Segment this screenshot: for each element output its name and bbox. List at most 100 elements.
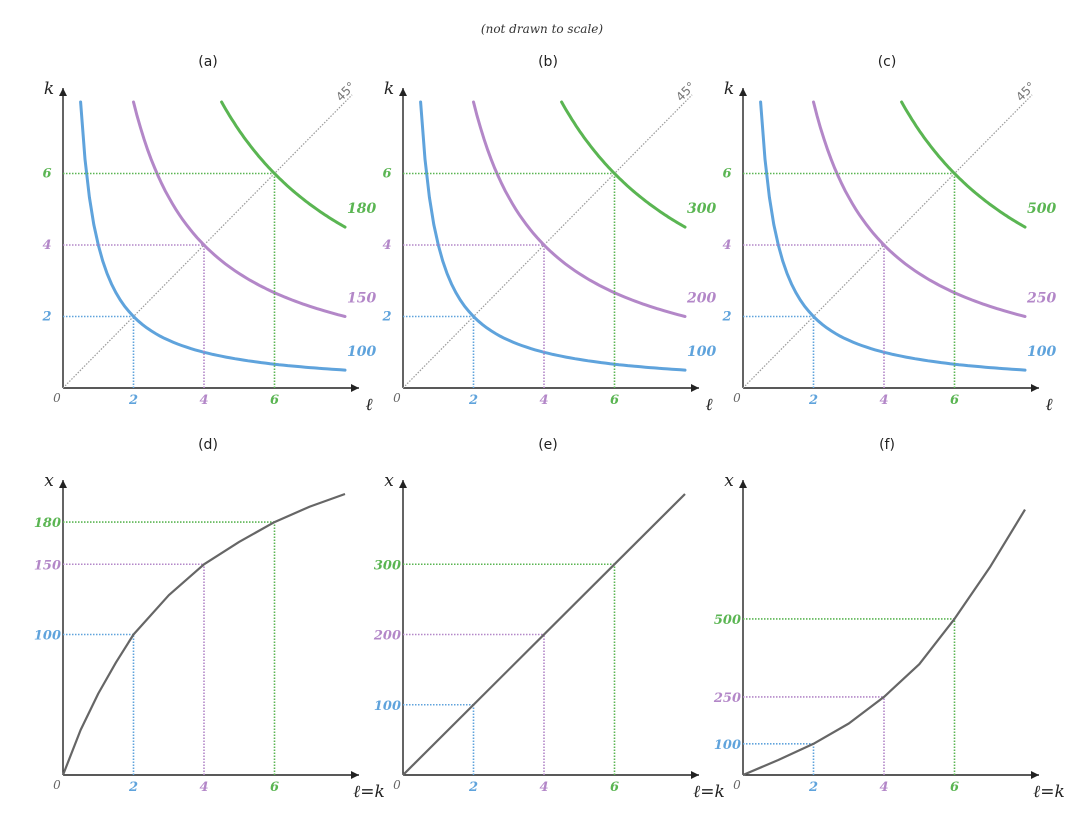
- x-tick-label: 4: [199, 393, 208, 408]
- y-axis-arrow: [399, 480, 407, 488]
- output-curve: [402, 493, 686, 776]
- y-tick-label: 250: [713, 691, 741, 706]
- y-tick-label: 4: [382, 238, 391, 253]
- y-tick-label: 500: [714, 613, 741, 628]
- x-axis-label: ℓ: [705, 395, 712, 415]
- chart-panel-1: (a) k ℓ 0 45° 2 2 100 4 4 150 6 6 180: [41, 54, 376, 415]
- panel-title: (d): [198, 437, 218, 453]
- isoquant-label-0: 100: [687, 344, 716, 360]
- y-axis-label: x: [384, 471, 394, 491]
- y-tick-label: 4: [42, 238, 51, 253]
- diagonal-line: [62, 94, 353, 389]
- panel-title: (e): [538, 437, 558, 453]
- x-tick-label: 4: [199, 780, 208, 795]
- y-tick-label: 4: [722, 238, 731, 253]
- diagonal-label: 45°: [333, 79, 358, 104]
- isoquant-label-0: 100: [347, 344, 376, 360]
- x-tick-label: 6: [610, 780, 619, 795]
- output-curve: [742, 509, 1026, 777]
- output-curve: [61, 492, 346, 776]
- panel-title: (c): [878, 54, 897, 70]
- diagonal-label: 45°: [1013, 79, 1038, 104]
- chart-panel-5: (e) x ℓ=k 0 2 100 4 200 6 300: [373, 437, 725, 802]
- x-axis-arrow: [351, 384, 359, 392]
- origin-label: 0: [733, 778, 741, 792]
- origin-label: 0: [733, 391, 741, 405]
- isoquant-1: [812, 100, 1027, 318]
- isoquant-label-1: 200: [686, 291, 716, 307]
- isoquant-2: [220, 100, 347, 229]
- isoquant-2: [560, 100, 687, 229]
- x-axis-arrow: [1031, 384, 1039, 392]
- x-tick-label: 2: [468, 393, 478, 408]
- x-tick-label: 6: [270, 393, 279, 408]
- y-tick-label: 180: [34, 516, 61, 531]
- y-tick-label: 2: [381, 310, 391, 325]
- diagonal-line: [402, 94, 693, 389]
- y-tick-label: 2: [41, 310, 51, 325]
- x-tick-label: 4: [879, 393, 888, 408]
- chart-panel-6: (f) x ℓ=k 0 2 100 4 250 6 500: [713, 437, 1065, 802]
- x-axis-arrow: [691, 771, 699, 779]
- origin-label: 0: [53, 391, 61, 405]
- isoquant-label-2: 300: [687, 201, 716, 217]
- y-tick-label: 6: [42, 167, 51, 182]
- isoquant-label-1: 250: [1026, 291, 1056, 307]
- y-axis-label: x: [44, 471, 54, 491]
- isoquant-0: [759, 100, 1027, 372]
- x-axis-arrow: [1031, 771, 1039, 779]
- x-tick-label: 2: [128, 780, 138, 795]
- y-axis-arrow: [59, 480, 67, 488]
- diagonal-line: [742, 94, 1033, 389]
- isoquant-1: [132, 100, 347, 318]
- y-axis-label: k: [384, 79, 394, 99]
- x-axis-label: ℓ: [365, 395, 372, 415]
- y-axis-label: k: [44, 79, 54, 99]
- diagonal-label: 45°: [673, 79, 698, 104]
- x-tick-label: 6: [270, 780, 279, 795]
- x-axis-arrow: [351, 771, 359, 779]
- y-axis-arrow: [399, 88, 407, 96]
- chart-panel-3: (c) k ℓ 0 45° 2 2 100 4 4 250 6 6 500: [721, 54, 1056, 415]
- x-axis-label: ℓ=k: [1033, 782, 1065, 802]
- isoquant-0: [79, 100, 347, 372]
- chart-panel-4: (d) x ℓ=k 0 2 100 4 150 6 180: [34, 437, 385, 802]
- y-axis-label: x: [724, 471, 734, 491]
- y-tick-label: 100: [374, 699, 401, 714]
- isoquant-label-0: 100: [1027, 344, 1056, 360]
- y-tick-label: 6: [722, 167, 731, 182]
- panel-title: (b): [538, 54, 558, 70]
- y-tick-label: 2: [721, 310, 731, 325]
- x-axis-label: ℓ=k: [693, 782, 725, 802]
- x-tick-label: 2: [128, 393, 138, 408]
- y-tick-label: 100: [34, 629, 61, 644]
- y-tick-label: 300: [374, 558, 401, 573]
- x-tick-label: 6: [950, 393, 959, 408]
- y-axis-arrow: [739, 88, 747, 96]
- isoquant-1: [472, 100, 687, 318]
- chart-panel-2: (b) k ℓ 0 45° 2 2 100 4 4 200 6 6 300: [381, 54, 716, 415]
- y-tick-label: 100: [714, 738, 741, 753]
- isoquant-label-2: 180: [347, 201, 376, 217]
- panel-title: (a): [198, 54, 218, 70]
- y-axis-label: k: [724, 79, 734, 99]
- y-axis-arrow: [59, 88, 67, 96]
- x-axis-label: ℓ: [1045, 395, 1052, 415]
- x-tick-label: 4: [879, 780, 888, 795]
- x-axis-label: ℓ=k: [353, 782, 385, 802]
- isoquant-2: [900, 100, 1027, 229]
- x-tick-label: 4: [539, 393, 548, 408]
- x-tick-label: 6: [610, 393, 619, 408]
- x-tick-label: 2: [808, 780, 818, 795]
- scale-note: (not drawn to scale): [480, 22, 604, 36]
- y-axis-arrow: [739, 480, 747, 488]
- y-tick-label: 150: [34, 558, 61, 573]
- panel-title: (f): [879, 437, 895, 453]
- y-tick-label: 200: [373, 629, 401, 644]
- origin-label: 0: [393, 391, 401, 405]
- isoquant-0: [419, 100, 687, 372]
- y-tick-label: 6: [382, 167, 391, 182]
- x-tick-label: 4: [539, 780, 548, 795]
